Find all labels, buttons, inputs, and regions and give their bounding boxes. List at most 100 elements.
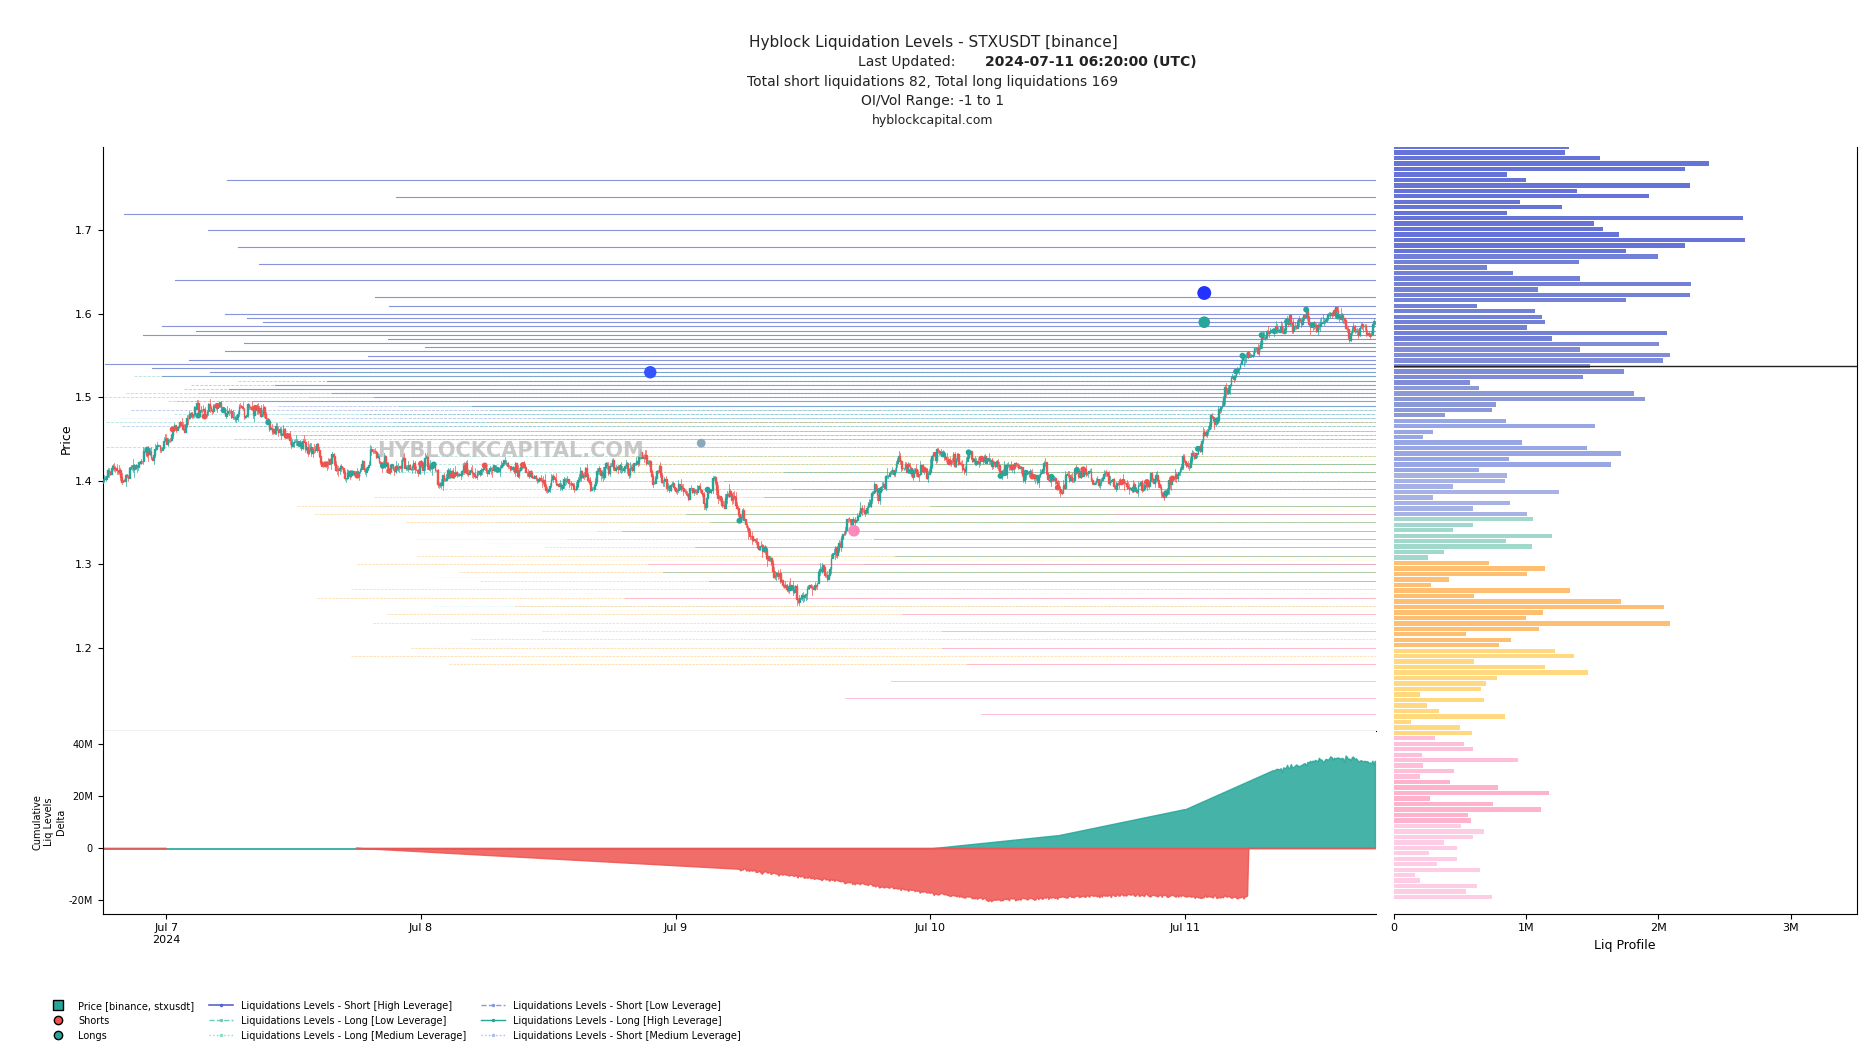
Bar <box>1394 358 1663 362</box>
Point <box>1297 316 1327 333</box>
Text: Hyblock Liquidation Levels - STXUSDT [binance]: Hyblock Liquidation Levels - STXUSDT [bi… <box>748 35 1118 49</box>
Bar <box>1394 489 1560 495</box>
Point <box>985 467 1015 484</box>
Point <box>692 481 722 498</box>
Bar <box>1394 692 1420 697</box>
Point <box>967 450 996 467</box>
Bar <box>1394 162 1709 166</box>
Bar <box>1394 637 1511 642</box>
Bar <box>1394 474 1508 478</box>
Bar <box>1394 392 1635 396</box>
Bar <box>1394 687 1482 691</box>
Bar <box>1394 523 1472 527</box>
Point <box>343 467 373 484</box>
Bar <box>1394 704 1427 708</box>
Bar <box>1394 830 1483 834</box>
Bar <box>1394 271 1513 275</box>
Point <box>418 456 448 472</box>
Point <box>439 467 468 484</box>
Point <box>375 462 405 479</box>
Point <box>724 512 754 529</box>
Bar <box>1394 331 1666 335</box>
Point <box>1043 479 1073 496</box>
Bar <box>1394 583 1431 587</box>
Point <box>1062 462 1092 479</box>
Bar <box>1394 145 1569 149</box>
Point <box>310 456 340 472</box>
Text: 2024-07-11 06:20:00 (UTC): 2024-07-11 06:20:00 (UTC) <box>985 55 1196 68</box>
Bar <box>1394 194 1650 198</box>
Bar <box>1394 511 1528 516</box>
Bar <box>1394 348 1581 352</box>
Bar <box>1394 605 1664 609</box>
Point <box>285 436 315 453</box>
Bar <box>1394 791 1549 795</box>
Bar <box>1394 719 1411 724</box>
Bar <box>1394 281 1691 286</box>
Bar <box>1394 632 1467 636</box>
Bar <box>1394 375 1582 379</box>
Bar <box>1394 266 1487 270</box>
Bar <box>1394 298 1625 302</box>
Point <box>1273 313 1302 330</box>
Bar <box>1394 528 1454 532</box>
Bar <box>1394 309 1536 314</box>
Bar <box>1394 785 1498 790</box>
Bar <box>1394 670 1588 675</box>
Bar <box>1394 479 1506 483</box>
Bar <box>1394 835 1472 839</box>
Bar <box>1394 840 1444 844</box>
Text: Total short liquidations 82, Total long liquidations 169: Total short liquidations 82, Total long … <box>748 75 1118 88</box>
Bar <box>1394 452 1622 456</box>
Bar <box>1394 315 1541 319</box>
Point <box>1189 314 1218 331</box>
Bar <box>1394 397 1646 401</box>
Point <box>840 522 870 539</box>
Y-axis label: Cumulative
Liq Levels
Delta: Cumulative Liq Levels Delta <box>32 794 65 850</box>
Bar <box>1394 517 1534 522</box>
Bar <box>1394 244 1685 248</box>
Bar <box>1394 303 1476 308</box>
Bar <box>1394 654 1573 658</box>
Bar <box>1394 659 1474 664</box>
Bar <box>1394 555 1427 560</box>
Bar <box>1394 714 1504 718</box>
Point <box>1017 468 1047 485</box>
Bar <box>1394 813 1469 817</box>
Point <box>954 444 983 461</box>
Bar <box>1394 862 1437 866</box>
Bar <box>1394 238 1745 243</box>
Bar <box>1394 823 1461 828</box>
Bar <box>1394 665 1545 669</box>
Point <box>1107 474 1136 490</box>
Point <box>190 408 220 425</box>
Bar <box>1394 758 1517 762</box>
Point <box>1183 440 1213 457</box>
Bar <box>1394 183 1691 188</box>
Text: hyblockcapital.com: hyblockcapital.com <box>871 114 995 127</box>
Text: OI/Vol Range: -1 to 1: OI/Vol Range: -1 to 1 <box>862 94 1004 108</box>
Bar <box>1394 622 1670 626</box>
Bar <box>1394 462 1612 467</box>
Bar <box>1394 232 1620 237</box>
Bar <box>1394 600 1620 604</box>
Bar <box>1394 424 1595 428</box>
Bar <box>1394 731 1472 735</box>
Bar <box>1394 407 1491 412</box>
Bar <box>1394 506 1472 510</box>
Point <box>1246 327 1276 343</box>
Bar <box>1394 588 1571 592</box>
Bar <box>1394 150 1566 154</box>
Bar <box>1394 276 1581 280</box>
Bar <box>1394 780 1450 784</box>
Bar <box>1394 807 1541 812</box>
Bar <box>1394 550 1444 554</box>
Bar <box>1394 205 1562 209</box>
Bar <box>1394 610 1543 614</box>
Bar <box>1394 336 1551 341</box>
Bar <box>1394 440 1523 445</box>
Bar <box>1394 726 1459 730</box>
Bar <box>1394 501 1510 505</box>
Bar <box>1394 380 1470 384</box>
Point <box>202 397 231 414</box>
